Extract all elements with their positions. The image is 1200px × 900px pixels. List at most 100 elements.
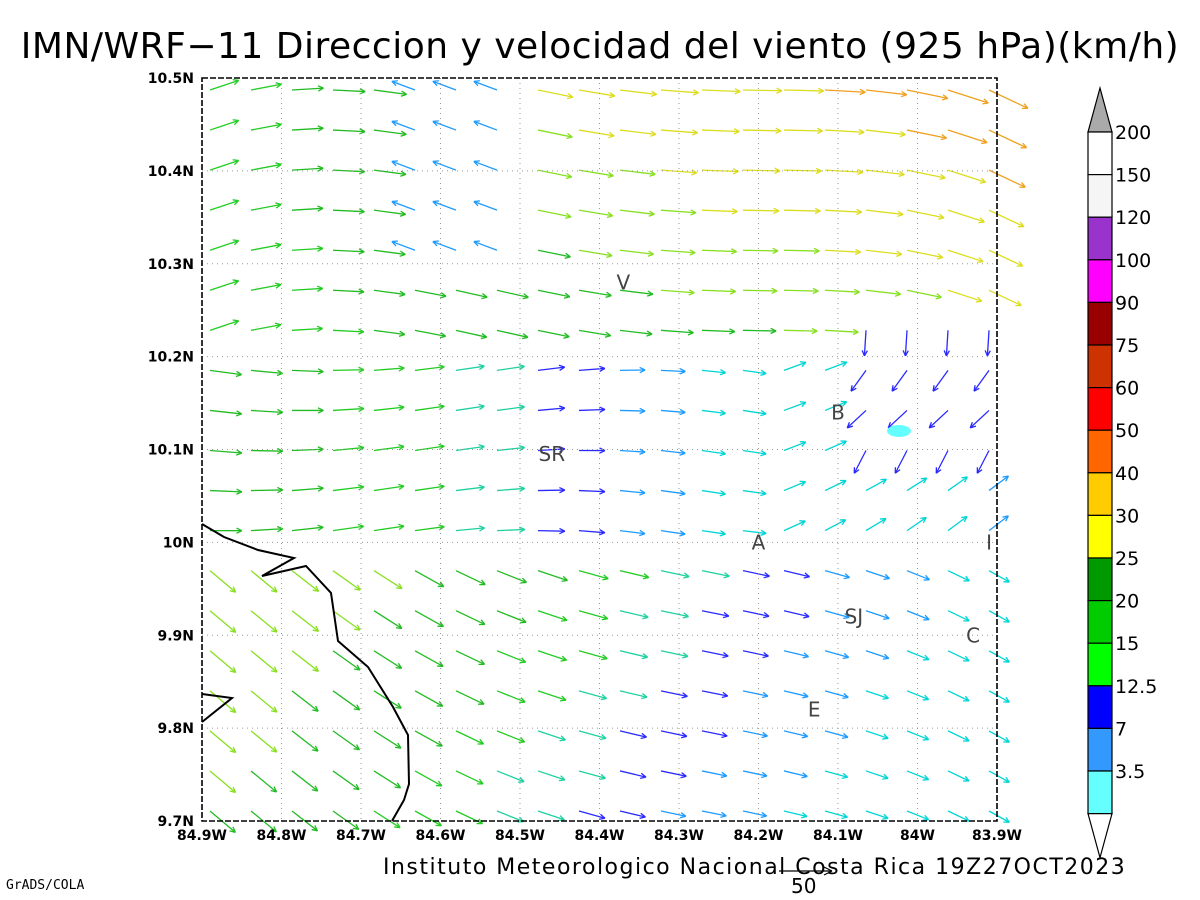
wind-vector-layer xyxy=(209,79,1029,834)
wind-vector xyxy=(496,485,526,492)
wind-vector xyxy=(209,690,237,714)
wind-vector xyxy=(660,209,697,216)
wind-vector xyxy=(742,770,768,779)
wind-vector xyxy=(906,810,930,821)
wind-vector xyxy=(496,289,529,300)
wind-vector xyxy=(701,328,736,335)
colorbar: 200 150 120 100 90 75 60 50 40 30 25 20 15 12.5 7 3.5 xyxy=(1087,85,1157,860)
wind-vector xyxy=(906,610,930,621)
wind-vector xyxy=(824,328,859,336)
wind-vector xyxy=(537,730,566,742)
wind-vector xyxy=(865,289,902,297)
colorbar-swatch xyxy=(1087,557,1113,602)
wind-vector xyxy=(865,610,890,620)
wind-vector xyxy=(373,365,405,372)
wind-vector xyxy=(332,810,360,831)
wind-vector xyxy=(414,570,445,588)
wind-vector xyxy=(332,405,365,413)
wind-vector xyxy=(332,610,361,631)
wind-vector xyxy=(209,409,243,417)
wind-vector xyxy=(865,810,889,820)
wind-vector xyxy=(209,449,243,456)
colorbar-label: 25 xyxy=(1115,548,1139,570)
wind-vector xyxy=(701,770,728,779)
wind-vector xyxy=(861,330,868,357)
wind-vector xyxy=(209,319,240,331)
wind-vector xyxy=(660,529,686,537)
wind-vector xyxy=(291,407,324,414)
wind-vector xyxy=(209,730,237,754)
wind-vector xyxy=(291,368,324,375)
wind-vector xyxy=(783,87,824,95)
wind-vector xyxy=(865,478,887,492)
wind-vector xyxy=(332,570,361,591)
wind-vector xyxy=(250,525,284,533)
wind-vector xyxy=(537,810,565,822)
wind-vector xyxy=(537,169,573,180)
colorbar-swatch xyxy=(1087,770,1113,815)
wind-vector xyxy=(969,409,990,429)
wind-vector xyxy=(578,249,613,259)
wind-vector xyxy=(824,400,848,412)
wind-vector xyxy=(209,488,243,495)
y-axis-ticks: 9.7N 9.8N 9.9N 10N 10.1N 10.2N 10.3N 10.4N 10.5N xyxy=(148,71,194,830)
wind-vector xyxy=(701,208,738,215)
colorbar-label: 60 xyxy=(1115,378,1139,400)
wind-vector xyxy=(742,287,778,295)
wind-vector xyxy=(984,330,991,357)
wind-vector xyxy=(209,770,237,794)
wind-vector xyxy=(209,199,240,211)
wind-vector xyxy=(932,370,949,392)
wind-vector xyxy=(209,119,240,131)
wind-vector xyxy=(291,325,323,333)
wind-vector xyxy=(906,650,930,661)
wind-vector xyxy=(250,810,277,833)
wind-vector xyxy=(578,650,608,661)
wind-vector xyxy=(332,208,365,215)
wind-vector xyxy=(578,129,615,139)
wind-vector xyxy=(742,489,767,497)
wind-vector xyxy=(742,690,769,699)
wind-vector xyxy=(824,730,849,739)
wind-vector xyxy=(943,330,950,357)
wind-vector xyxy=(660,650,689,659)
wind-vector xyxy=(619,209,655,217)
wind-vector xyxy=(455,525,485,532)
wind-vector xyxy=(619,129,657,137)
wind-vector xyxy=(947,730,970,742)
wind-vector xyxy=(660,770,687,779)
wind-vector xyxy=(742,369,767,377)
colorbar-label: 50 xyxy=(1115,420,1139,442)
wind-vector xyxy=(742,810,768,819)
wind-vector xyxy=(496,730,526,743)
wind-vector xyxy=(537,289,571,299)
colorbar-label: 30 xyxy=(1115,505,1139,527)
wind-vector xyxy=(578,89,616,99)
wind-vector xyxy=(660,730,688,739)
wind-vector xyxy=(250,322,282,331)
y-tick-label: 9.8N xyxy=(157,721,194,737)
x-tick-label: 84.7W xyxy=(336,828,386,844)
y-tick-label: 10N xyxy=(163,535,194,551)
wind-vector xyxy=(373,570,403,590)
wind-vector xyxy=(947,650,970,662)
wind-vector xyxy=(391,240,416,251)
colorbar-label: 150 xyxy=(1115,165,1151,187)
wind-vector xyxy=(660,408,686,416)
wind-vector xyxy=(432,200,457,211)
wind-vector xyxy=(332,88,366,95)
wind-vector xyxy=(783,361,807,371)
coastline xyxy=(201,523,411,822)
footer-institution: Instituto Meteorologico Nacional Costa R… xyxy=(383,855,1127,880)
wind-vector xyxy=(865,770,889,780)
wind-vector xyxy=(783,127,823,135)
wind-vector xyxy=(391,200,416,211)
wind-vector xyxy=(865,129,906,138)
wind-vector xyxy=(891,370,908,392)
wind-vector xyxy=(291,125,324,132)
wind-vector xyxy=(742,449,767,457)
wind-vector xyxy=(291,245,324,252)
wind-vector xyxy=(578,447,606,454)
wind-vector xyxy=(373,209,407,217)
wind-vector xyxy=(414,524,445,532)
